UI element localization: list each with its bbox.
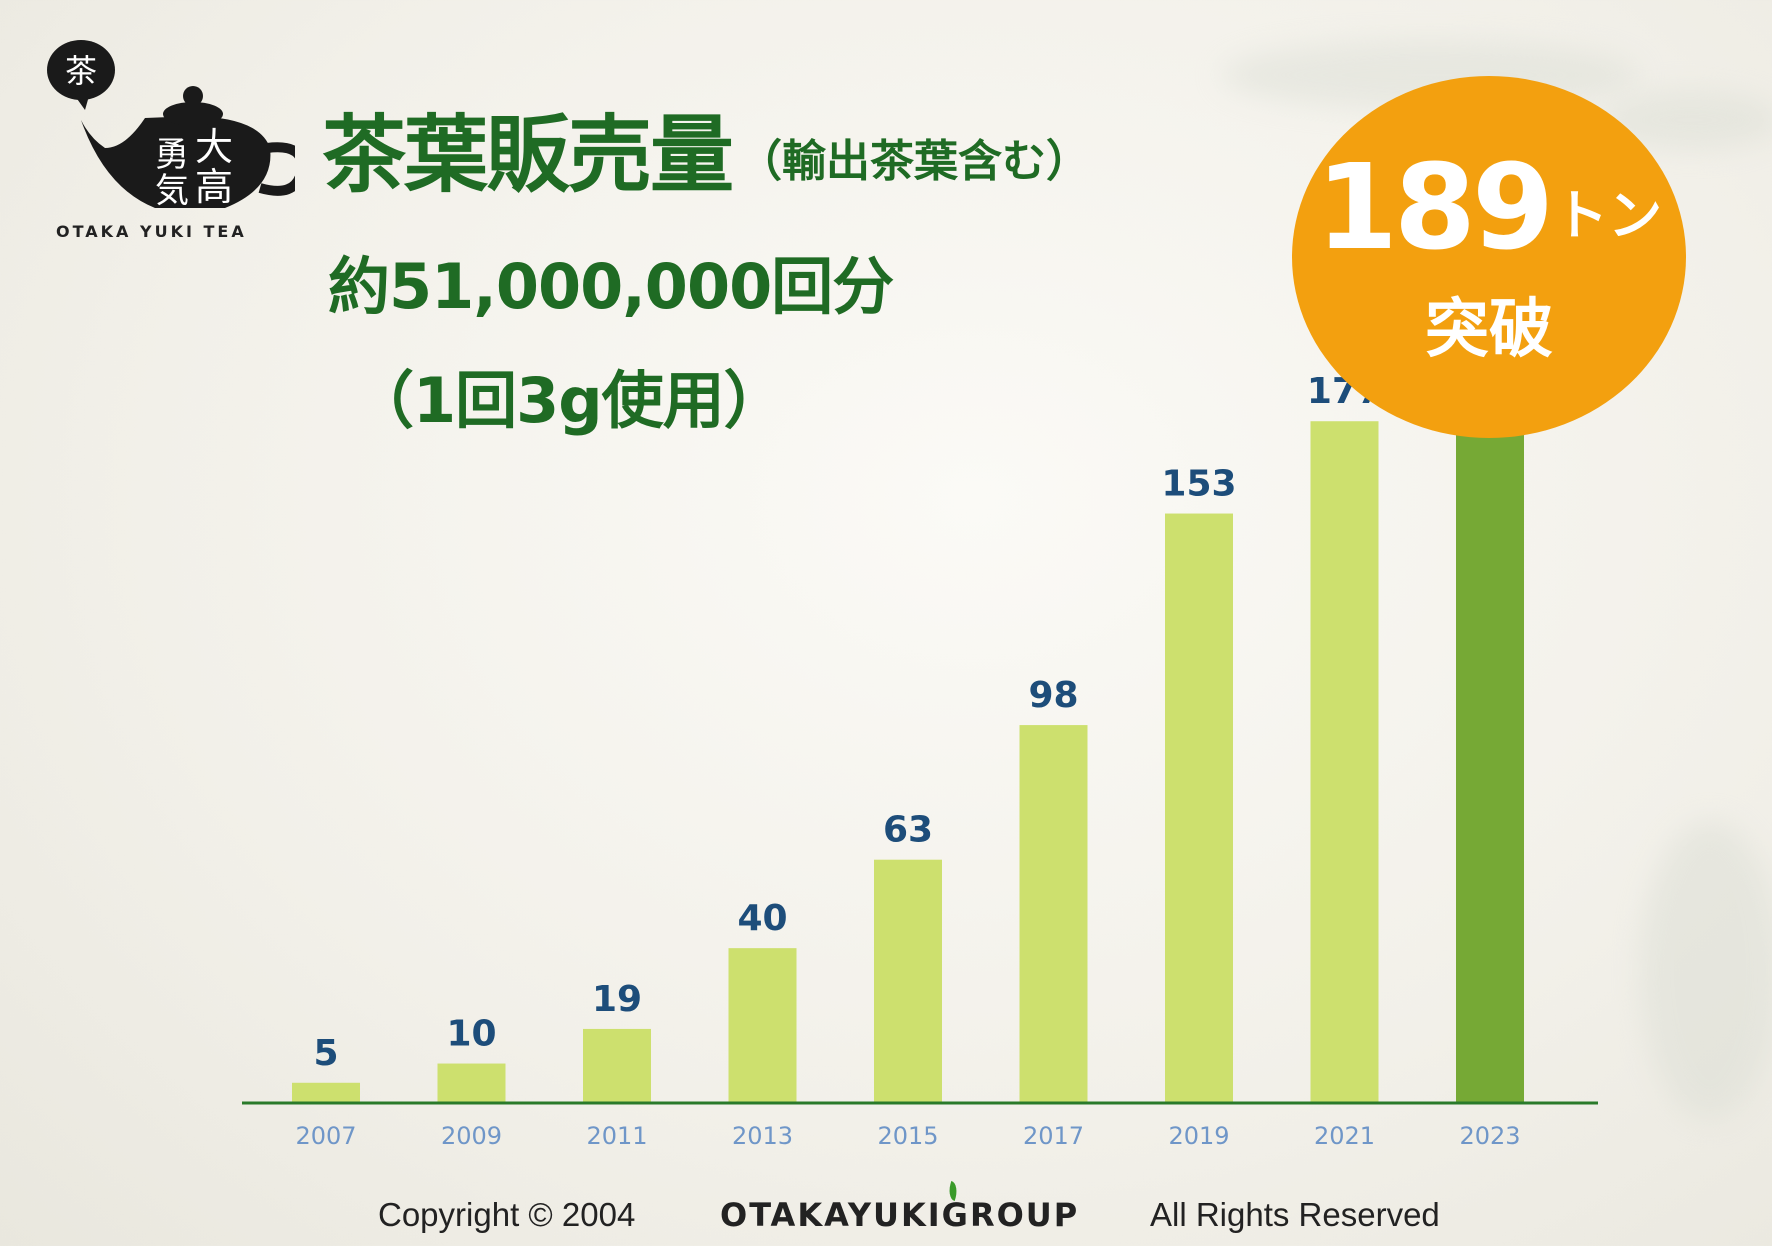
title-main: 茶葉販売量 bbox=[322, 106, 734, 204]
bar-2017 bbox=[1019, 725, 1088, 1102]
logo-name-char: 大 bbox=[195, 125, 233, 169]
data-label-2019: 153 bbox=[1161, 464, 1236, 505]
bar-2021 bbox=[1310, 421, 1379, 1102]
logo-name-char: 高 bbox=[195, 165, 233, 209]
footer: Copyright © 2004 OTAKAYUKIGROUP All Righ… bbox=[0, 1180, 1772, 1246]
data-label-2015: 63 bbox=[883, 810, 933, 851]
badge-text: 突破 bbox=[1425, 293, 1553, 367]
bar-2011 bbox=[583, 1028, 651, 1102]
logo-emblem-char: 茶 bbox=[65, 52, 97, 90]
logo-name-char: 気 bbox=[155, 171, 189, 211]
bar-2013 bbox=[728, 948, 797, 1102]
footer-group-logo: OTAKAYUKIGROUP bbox=[720, 1196, 1080, 1234]
logo-text: OTAKA YUKI TEA bbox=[56, 222, 247, 241]
highlight-badge: 189トン 突破 bbox=[1292, 76, 1686, 438]
bar-2009 bbox=[437, 1063, 506, 1102]
data-label-2009: 10 bbox=[446, 1014, 496, 1055]
bar-2015 bbox=[874, 859, 942, 1102]
x-tick-label-2007: 2007 bbox=[295, 1122, 356, 1150]
x-tick-label-2009: 2009 bbox=[441, 1122, 502, 1150]
teapot-logo-icon: 茶 大 高 勇 気 bbox=[47, 40, 307, 211]
background-mist bbox=[1640, 820, 1772, 1120]
bar-2019 bbox=[1165, 513, 1233, 1102]
x-tick-label-2015: 2015 bbox=[877, 1122, 938, 1150]
badge-unit: トン bbox=[1554, 184, 1663, 247]
x-tick-label-2017: 2017 bbox=[1023, 1122, 1084, 1150]
data-label-2017: 98 bbox=[1028, 675, 1078, 716]
data-label-2007: 5 bbox=[313, 1033, 338, 1074]
badge-value: 189 bbox=[1315, 138, 1554, 276]
x-tick-label-2019: 2019 bbox=[1168, 1122, 1229, 1150]
x-tick-label-2023: 2023 bbox=[1459, 1122, 1520, 1150]
data-label-2013: 40 bbox=[737, 898, 787, 939]
page-title: 茶葉販売量 （輸出茶葉含む） bbox=[322, 88, 1090, 209]
bar-2007 bbox=[292, 1082, 360, 1102]
brand-logo: 茶 大 高 勇 気 bbox=[45, 38, 307, 248]
title-parenthetical: （輸出茶葉含む） bbox=[738, 136, 1091, 187]
footer-rights: All Rights Reserved bbox=[1150, 1196, 1440, 1233]
x-tick-label-2011: 2011 bbox=[586, 1122, 647, 1150]
subtitle-note: （1回3g使用） bbox=[352, 364, 786, 437]
bar-2023 bbox=[1456, 375, 1524, 1103]
x-tick-label-2021: 2021 bbox=[1314, 1122, 1375, 1150]
logo-name-char: 勇 bbox=[155, 135, 189, 175]
subtitle-servings: 約51,000,000回分 bbox=[328, 250, 894, 323]
footer-copyright: Copyright © 2004 bbox=[378, 1196, 636, 1233]
badge-value-line: 189トン bbox=[1292, 138, 1686, 276]
data-label-2011: 19 bbox=[592, 979, 642, 1020]
x-tick-label-2013: 2013 bbox=[732, 1122, 793, 1150]
